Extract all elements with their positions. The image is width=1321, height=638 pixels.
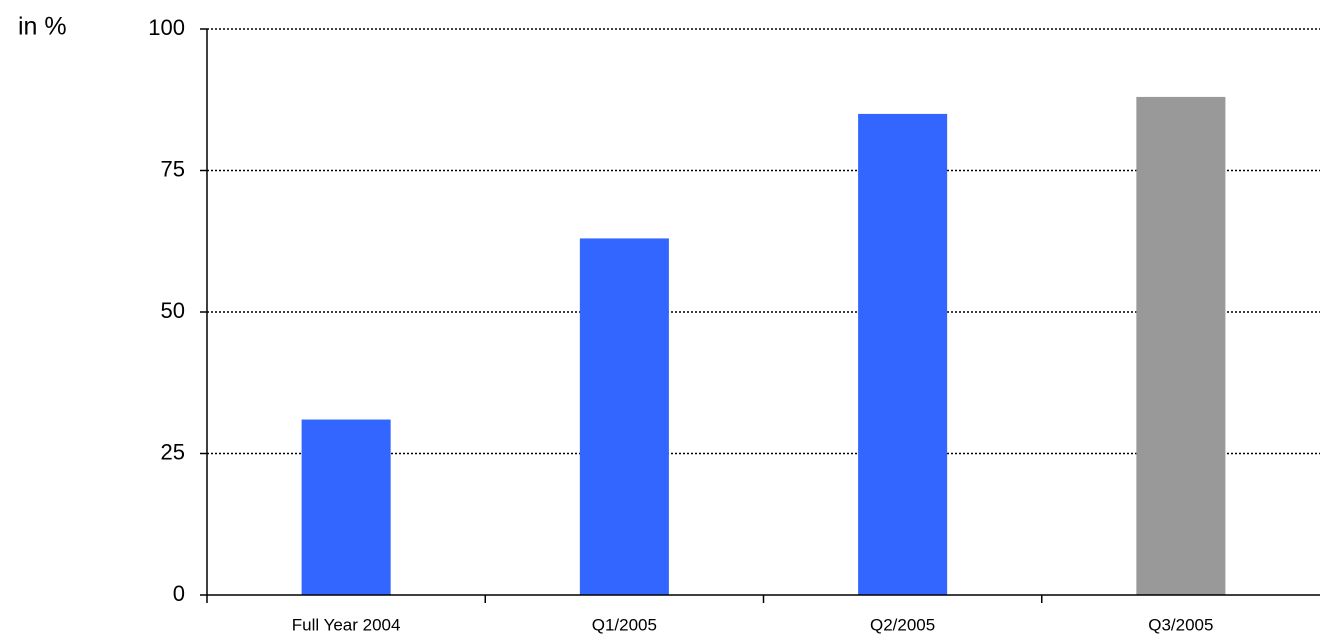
y-axis-label: in %: [18, 13, 67, 41]
y-tick-label: 50: [161, 298, 185, 323]
y-tick-label: 0: [173, 581, 185, 606]
x-tick-label: Full Year 2004: [292, 615, 401, 634]
y-tick-label: 25: [161, 439, 185, 464]
y-tick-label: 75: [161, 156, 185, 181]
bar: [579, 238, 669, 596]
x-tick-label: Q2/2005: [870, 615, 935, 634]
bar: [858, 113, 948, 596]
x-tick-label: Q3/2005: [1148, 615, 1213, 634]
bar: [301, 419, 391, 595]
y-tick-label: 100: [148, 15, 185, 40]
x-tick-label: Q1/2005: [592, 615, 657, 634]
bar: [1136, 96, 1226, 596]
